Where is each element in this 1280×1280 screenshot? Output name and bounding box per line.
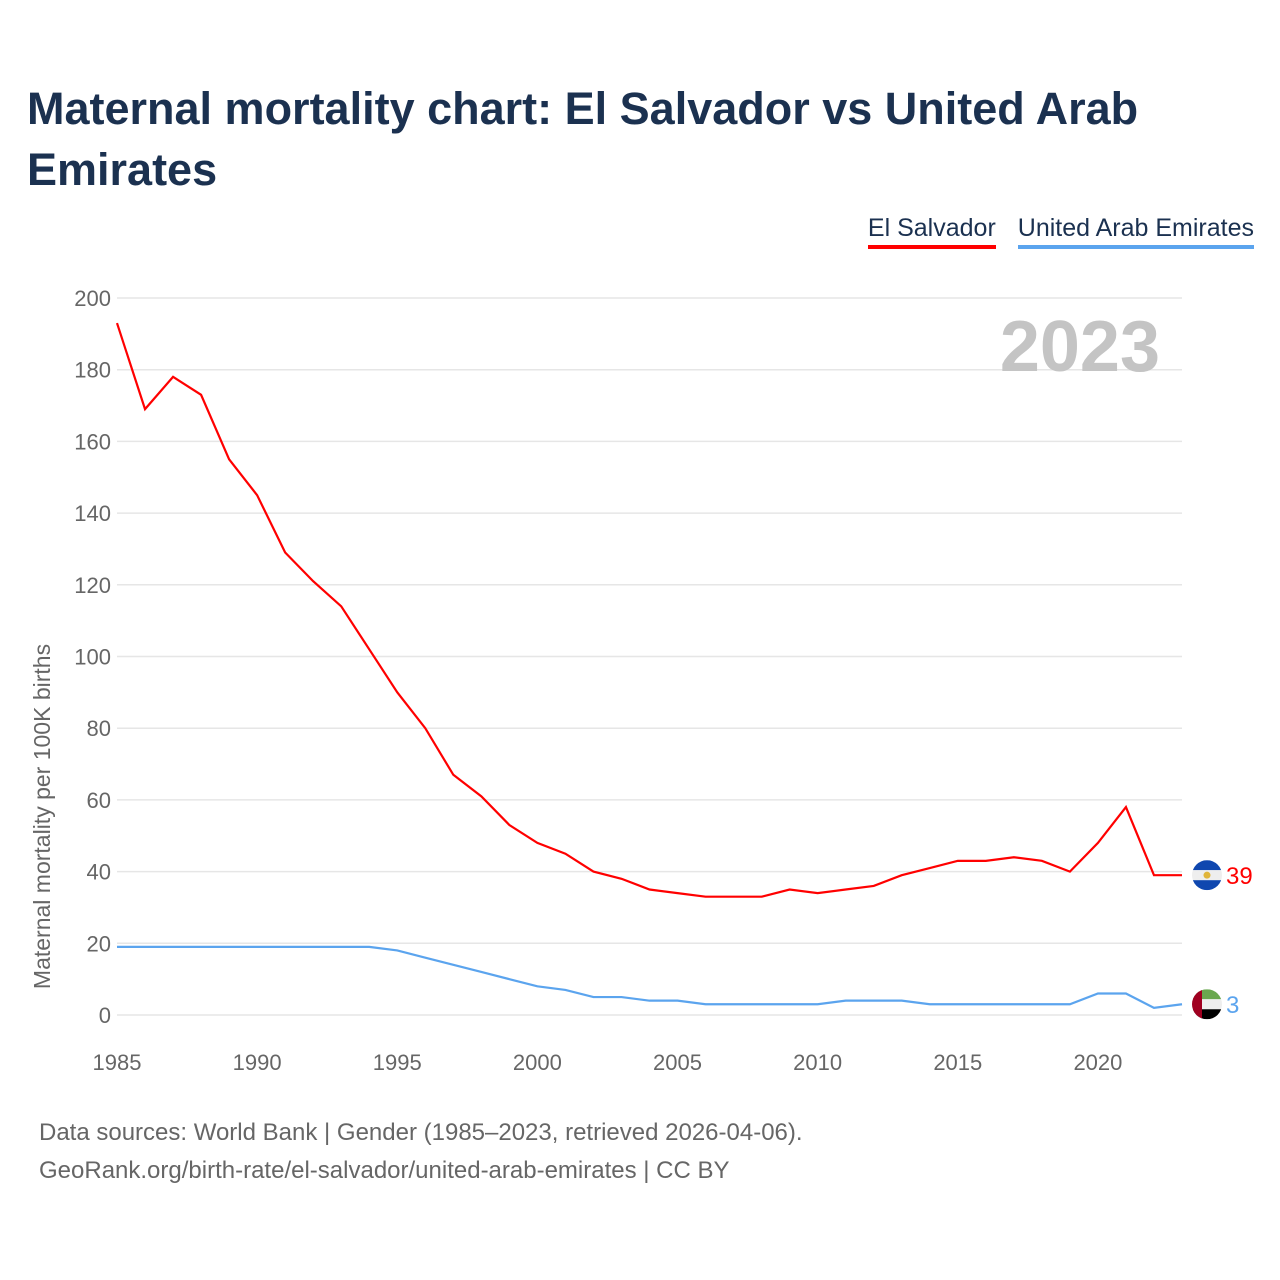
legend-uae[interactable]: United Arab Emirates bbox=[1017, 214, 1254, 249]
y-tick-label: 200 bbox=[74, 286, 111, 311]
y-tick-label: 40 bbox=[87, 860, 111, 885]
y-tick-label: 20 bbox=[87, 931, 111, 956]
x-tick-label: 2010 bbox=[793, 1050, 842, 1075]
y-tick-label: 160 bbox=[74, 429, 111, 454]
uae-flag-icon bbox=[1192, 989, 1222, 1020]
footer-source: Data sources: World Bank | Gender (1985–… bbox=[39, 1119, 803, 1146]
y-tick-label: 60 bbox=[87, 788, 111, 813]
legend: El Salvador United Arab Emirates bbox=[867, 214, 1254, 249]
year-watermark: 2023 bbox=[1000, 307, 1160, 387]
series-line-el-salvador bbox=[115, 322, 1182, 898]
x-tick-label: 2000 bbox=[513, 1050, 562, 1075]
y-axis-label: Maternal mortality per 100K births bbox=[29, 644, 55, 989]
end-value-label: 3 bbox=[1226, 992, 1239, 1019]
end-value-label: 39 bbox=[1226, 863, 1253, 890]
footer-link[interactable]: GeoRank.org/birth-rate/el-salvador/unite… bbox=[39, 1157, 730, 1184]
x-tick-label: 1990 bbox=[233, 1050, 282, 1075]
legend-el-salvador[interactable]: El Salvador bbox=[867, 214, 996, 249]
x-tick-label: 1985 bbox=[93, 1050, 142, 1075]
el-salvador-flag-icon bbox=[1192, 860, 1222, 891]
y-tick-label: 140 bbox=[74, 501, 111, 526]
y-tick-label: 80 bbox=[87, 716, 111, 741]
x-tick-label: 2005 bbox=[653, 1050, 702, 1075]
y-tick-label: 180 bbox=[74, 358, 111, 383]
x-tick-label: 2020 bbox=[1073, 1050, 1122, 1075]
y-tick-label: 0 bbox=[99, 1003, 111, 1028]
chart-title: Maternal mortality chart: El Salvador vs… bbox=[27, 83, 1139, 195]
x-tick-label: 1995 bbox=[373, 1050, 422, 1075]
y-tick-label: 120 bbox=[74, 573, 111, 598]
x-tick-label: 2015 bbox=[933, 1050, 982, 1075]
y-tick-label: 100 bbox=[74, 645, 111, 670]
series-line-uae bbox=[117, 945, 1183, 1009]
